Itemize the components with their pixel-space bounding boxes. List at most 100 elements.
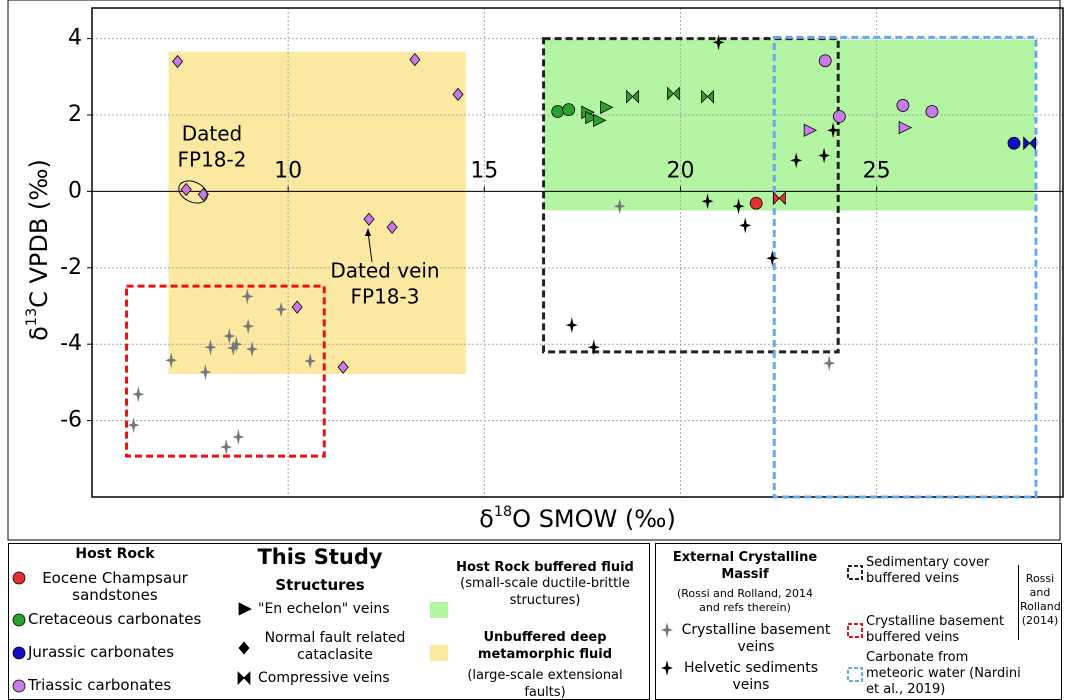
x-tick-label: 10: [274, 158, 302, 183]
x-axis-label-part: O SMOW (‰): [512, 505, 676, 533]
point: [220, 438, 233, 455]
point: [701, 193, 714, 210]
point: [732, 198, 745, 215]
x-axis-label-part: δ: [479, 505, 494, 533]
x-tick-label: 25: [863, 158, 891, 183]
legend-label: (large-scale extensional faults): [467, 668, 623, 700]
annotation-ellipse: [178, 180, 208, 204]
point: [613, 198, 626, 215]
point: [275, 301, 288, 318]
annotation: FP18-3: [351, 285, 420, 309]
point: [790, 152, 803, 169]
point: [712, 34, 725, 51]
point: [223, 328, 236, 345]
point: [304, 352, 317, 369]
legend-heading: Host Rock buffered fluid: [456, 560, 634, 575]
legend-label: Triassic carbonates: [28, 676, 172, 694]
point: [180, 182, 192, 197]
point: [227, 340, 240, 357]
point: [585, 110, 599, 125]
region: [168, 51, 466, 374]
legend-heading: External Crystalline Massif: [672, 550, 818, 582]
point: [127, 417, 140, 434]
y-tick-label: -4: [60, 331, 82, 356]
point: [823, 355, 836, 372]
x-tick-label: 20: [666, 158, 694, 183]
legend-label: Jurassic carbonates: [28, 643, 175, 661]
point: [165, 352, 178, 369]
annotation: FP18-2: [178, 148, 247, 172]
legend-label: "En echelon" veins: [258, 601, 390, 617]
y-tick-label: 2: [68, 102, 82, 127]
point: [246, 341, 259, 358]
point: [241, 288, 254, 305]
legend-label: Helvetic sediments veins: [683, 660, 819, 693]
point: [739, 217, 752, 234]
annotation: Dated: [182, 122, 243, 146]
x-tick-label: 15: [470, 158, 498, 183]
point: [337, 360, 349, 374]
y-axis-label-part: 13: [24, 308, 40, 326]
point: [1007, 136, 1021, 150]
point: [565, 317, 578, 334]
chart-frame: [7, 0, 1061, 541]
legend-label: (Rossi and Rolland, 2014 and refs therei…: [676, 587, 814, 614]
legend-label: Crystalline basement buffered veins: [866, 614, 1005, 645]
region: [542, 37, 840, 354]
y-tick-label: 0: [68, 178, 82, 203]
point: [551, 105, 565, 118]
legend-label: Normal fault related cataclasite: [264, 630, 406, 663]
point: [452, 87, 464, 101]
point: [363, 212, 375, 226]
legend-heading: This Study: [257, 545, 383, 569]
legend-label: Rossi and Rolland (2014): [1020, 572, 1061, 627]
point: [818, 147, 831, 164]
region: [543, 39, 1035, 211]
x-axis-label-part: 18: [494, 504, 512, 520]
y-axis-label-part: δ: [25, 326, 53, 341]
plot-frame: [91, 7, 1064, 498]
legend-label: Cretaceous carbonates: [28, 610, 202, 628]
point: [626, 89, 640, 104]
point: [818, 54, 832, 68]
point: [772, 191, 786, 206]
point: [832, 110, 846, 123]
point: [600, 100, 614, 114]
point: [701, 89, 714, 104]
legend-heading: Host Rock: [75, 546, 155, 562]
point: [232, 429, 245, 446]
annotation-arrowhead: [365, 228, 371, 236]
legend-label: (small-scale ductile-brittle structures): [460, 576, 630, 608]
legend-label: Carbonate from meteoric water (Nardini e…: [866, 650, 1021, 697]
point: [562, 103, 576, 117]
region: [772, 35, 1038, 499]
point: [587, 339, 600, 356]
point: [409, 52, 421, 67]
point: [204, 339, 217, 356]
point: [242, 318, 255, 335]
region: [125, 284, 326, 458]
x-axis-label: δ18O SMOW (‰): [479, 504, 676, 533]
point: [1023, 136, 1037, 151]
point: [925, 105, 939, 118]
annotation-arrow: [367, 231, 373, 263]
y-axis-label-part: C VPDB (‰): [25, 159, 53, 308]
point: [896, 99, 910, 112]
point: [386, 220, 398, 234]
point: [230, 336, 243, 353]
legend-heading: Structures: [275, 576, 365, 594]
point: [593, 113, 607, 127]
divider: [1018, 565, 1019, 640]
point: [898, 120, 913, 135]
y-tick-label: -2: [60, 255, 82, 280]
point: [803, 123, 818, 137]
legend-label: Eocene Champsaur sandstones: [42, 569, 188, 604]
point: [766, 250, 779, 267]
legend-label: Crystalline basement veins: [681, 622, 831, 655]
y-tick-label: 4: [68, 26, 82, 51]
point: [199, 364, 212, 381]
point: [132, 386, 145, 403]
point: [667, 86, 680, 101]
